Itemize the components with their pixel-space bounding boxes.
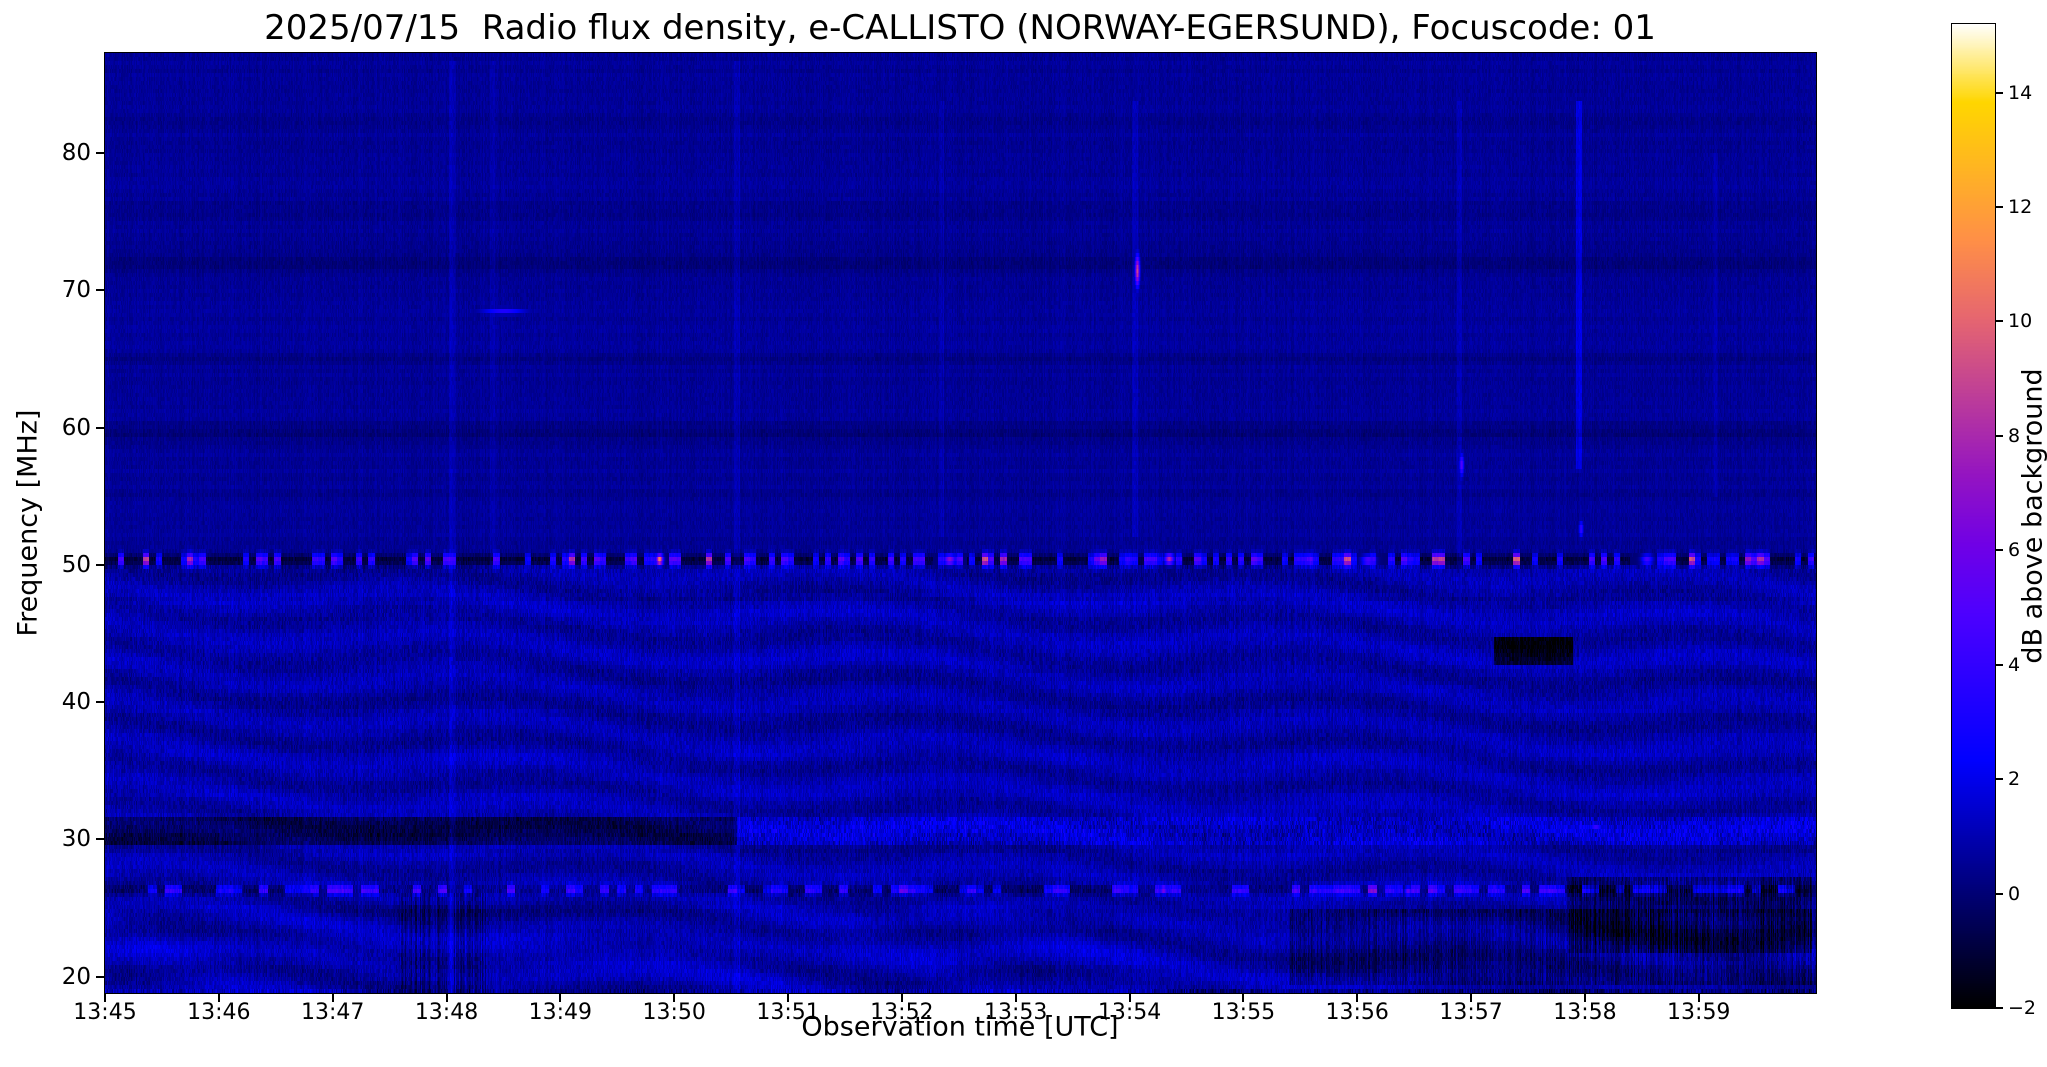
y-tick-label: 80 [61,140,91,167]
colorbar-frame [1951,23,1996,1009]
x-tick-label: 13:53 [984,1000,1048,1025]
colorbar-tick-label: 2 [2008,768,2021,791]
y-tick-label: 60 [61,414,91,441]
y-tick-label: 20 [61,963,91,990]
y-tick-mark [96,701,104,704]
x-tick-mark [559,994,562,1002]
y-tick-label: 50 [61,551,91,578]
x-tick-label: 13:46 [187,1000,251,1025]
colorbar-tick-label: 10 [2008,310,2033,333]
x-tick-label: 13:59 [1667,1000,1731,1025]
x-tick-mark [900,994,903,1002]
x-tick-mark [1014,994,1017,1002]
colorbar-tick-mark [1996,91,2003,94]
colorbar-tick-mark [1996,206,2003,209]
y-tick-label: 70 [61,277,91,304]
x-axis-label: Observation time [UTC] [801,1011,1119,1043]
x-tick-mark [1697,994,1700,1002]
x-tick-mark [217,994,220,1002]
x-tick-mark [445,994,448,1002]
colorbar-tick-mark [1996,778,2003,781]
x-tick-label: 13:56 [1325,1000,1389,1025]
colorbar-tick-mark [1996,549,2003,552]
x-tick-label: 13:49 [528,1000,593,1025]
x-tick-mark [1356,994,1359,1002]
x-tick-label: 13:51 [756,1000,820,1025]
x-tick-label: 13:52 [870,1000,934,1025]
x-tick-mark [1583,994,1586,1002]
y-tick-mark [96,152,104,155]
x-tick-label: 13:57 [1439,1000,1503,1025]
spectrogram-canvas [105,53,1816,993]
colorbar-tick-label: 8 [2008,424,2021,447]
colorbar-tick-label: 4 [2008,653,2021,676]
plot-frame [104,52,1817,994]
y-tick-mark [96,838,104,841]
x-tick-label: 13:47 [300,1000,365,1025]
x-tick-mark [1128,994,1131,1002]
colorbar-tick-mark [1996,320,2003,323]
y-tick-label: 30 [61,826,91,853]
y-tick-mark [96,289,104,292]
colorbar-tick-label: −2 [2008,997,2037,1019]
colorbar-tick-mark [1996,1007,2003,1009]
x-tick-mark [1470,994,1473,1002]
colorbar-tick-label: 6 [2008,539,2021,562]
x-tick-mark [673,994,676,1002]
colorbar-tick-mark [1996,434,2003,437]
colorbar-tick-mark [1996,892,2003,895]
x-tick-label: 13:45 [73,1000,137,1025]
colorbar-canvas [1952,24,1995,1008]
y-tick-mark [96,975,104,978]
chart-title: 2025/07/15 Radio flux density, e-CALLIST… [264,8,1656,48]
colorbar-tick-label: 12 [2008,196,2033,219]
x-tick-label: 13:48 [414,1000,479,1025]
y-axis-label: Frequency [MHz] [12,409,44,637]
x-tick-mark [787,994,790,1002]
x-tick-label: 13:55 [1211,1000,1276,1025]
y-tick-mark [96,563,104,566]
colorbar-label: dB above background [2017,368,2047,664]
colorbar-tick-mark [1996,663,2003,666]
x-tick-mark [331,994,334,1002]
y-tick-label: 40 [61,689,91,716]
y-tick-mark [96,426,104,429]
x-tick-label: 13:54 [1097,1000,1162,1025]
colorbar-tick-label: 14 [2008,81,2033,104]
x-tick-label: 13:50 [642,1000,706,1025]
x-tick-label: 13:58 [1553,1000,1617,1025]
colorbar-tick-label: 0 [2008,882,2021,905]
x-tick-mark [1242,994,1245,1002]
x-tick-mark [104,994,106,1002]
